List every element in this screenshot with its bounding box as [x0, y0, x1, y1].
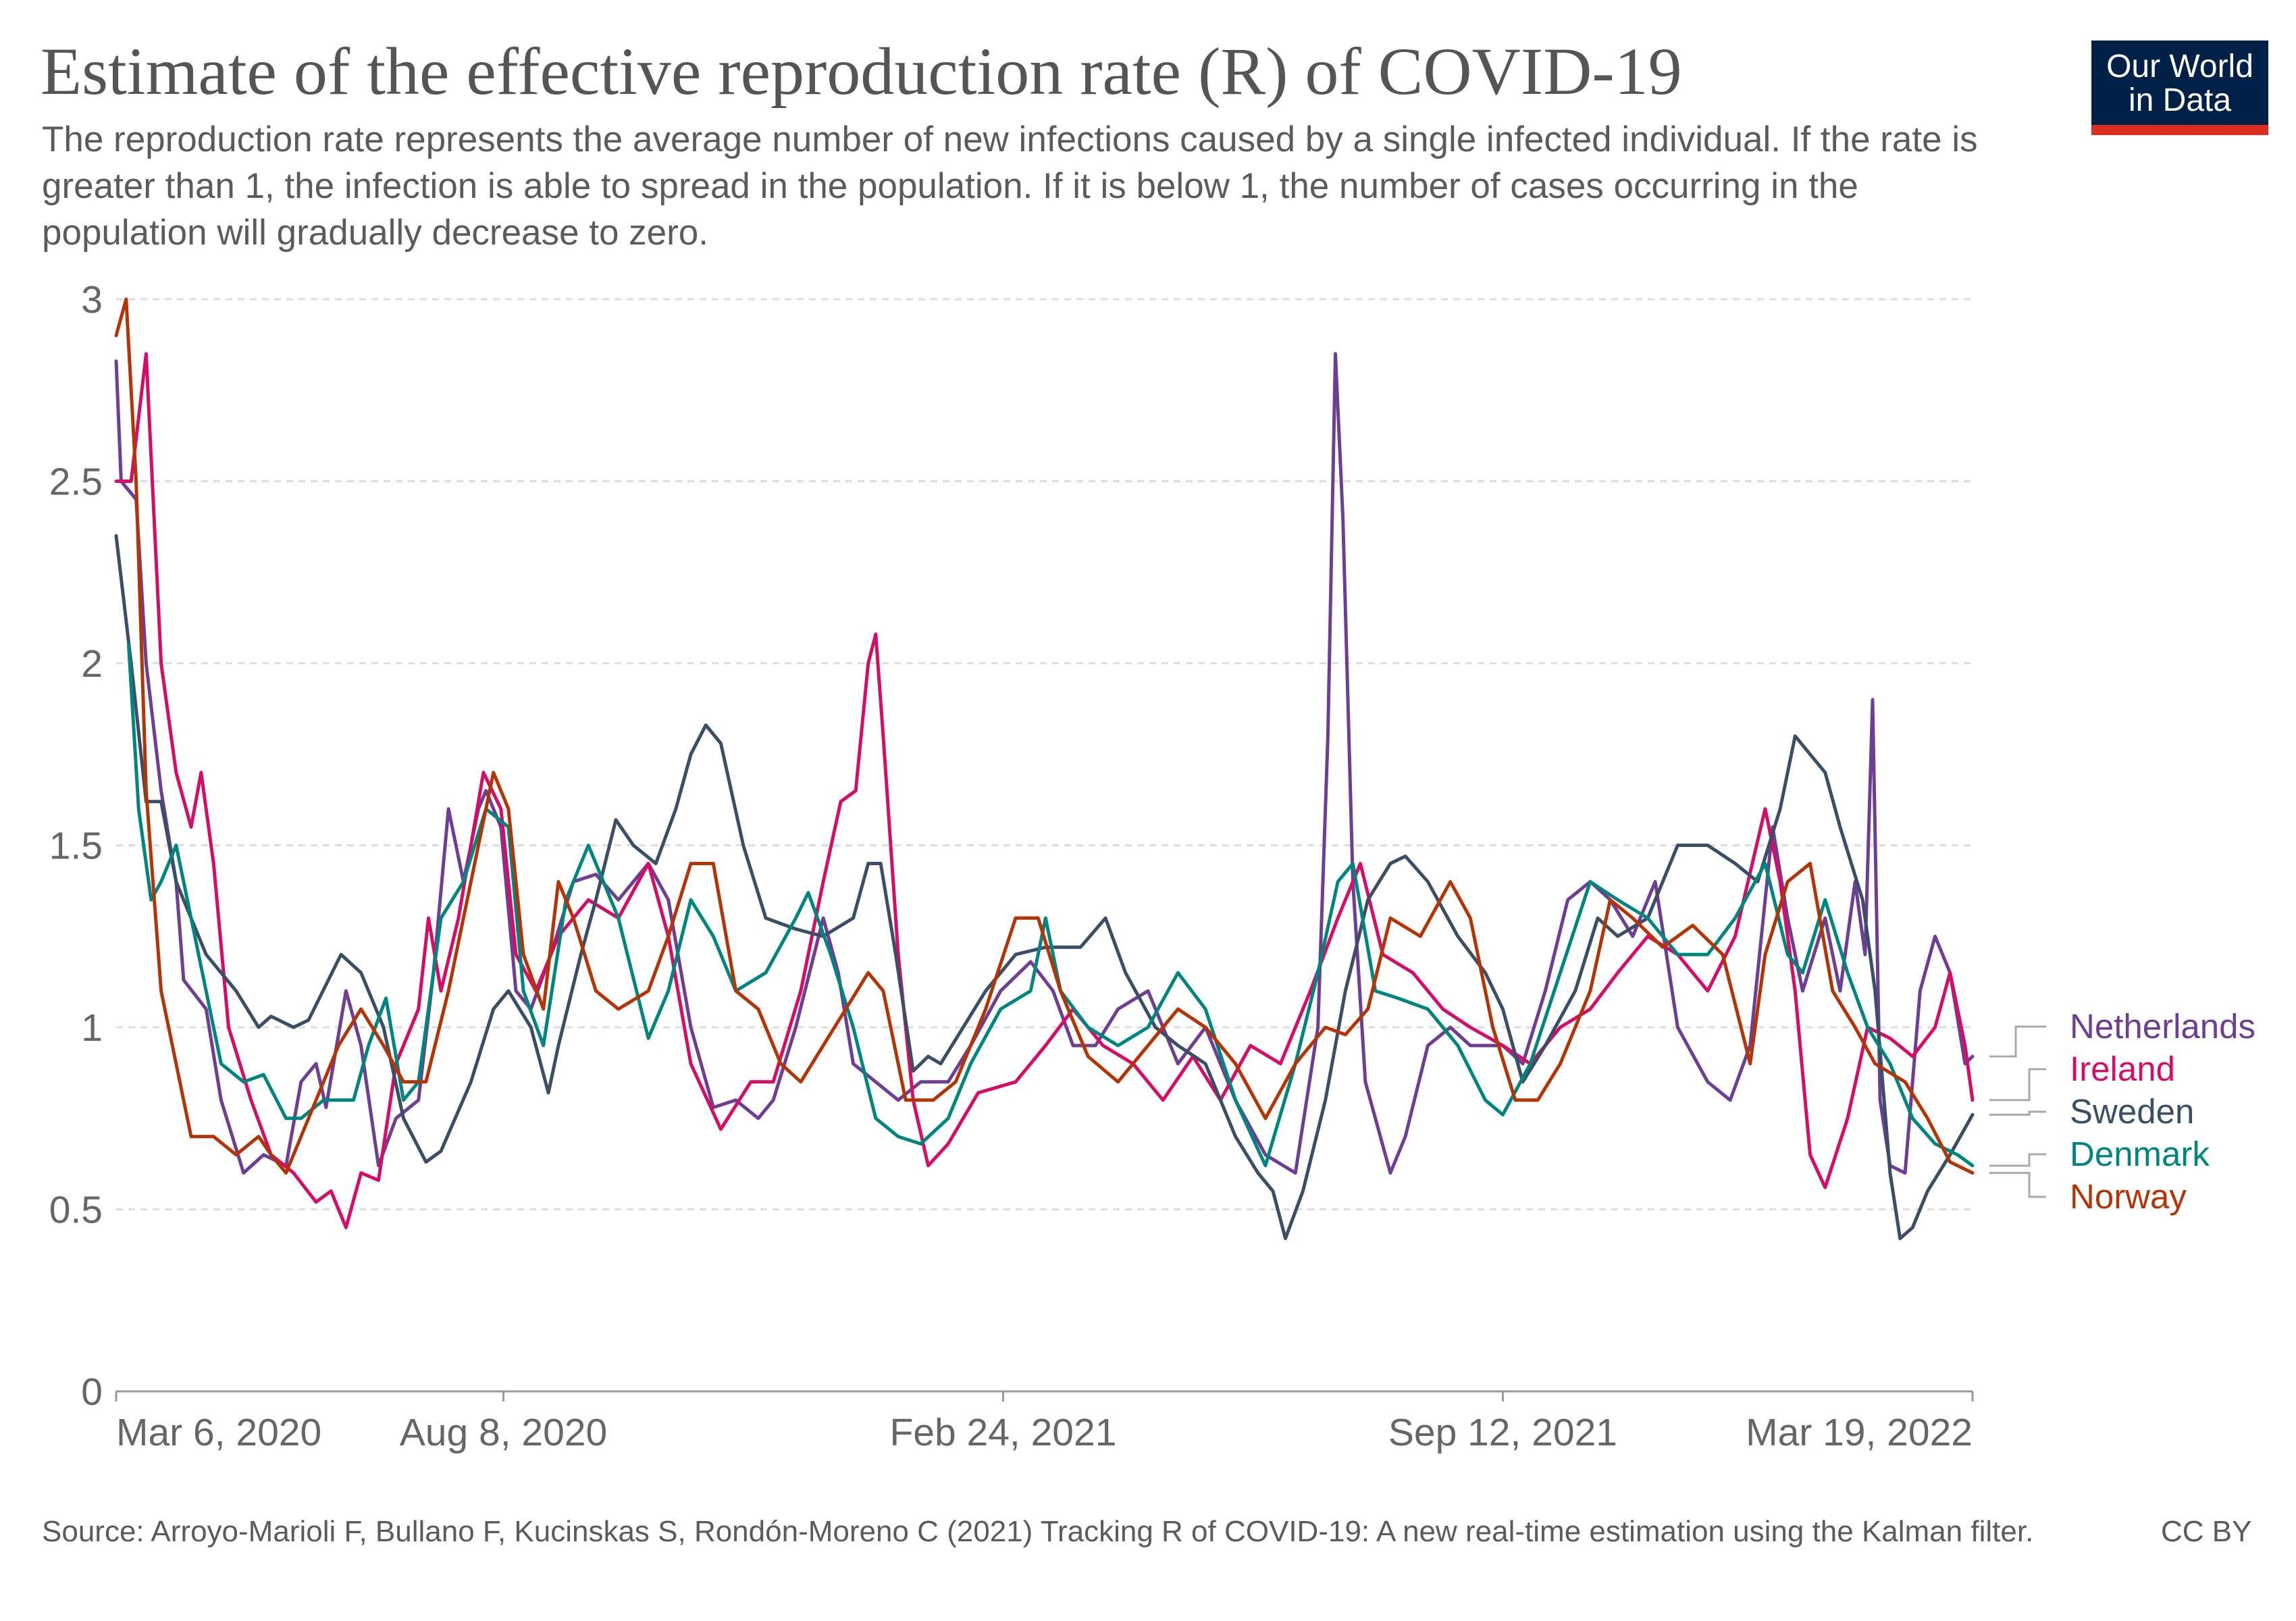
y-tick-label: 1 [81, 1006, 103, 1050]
series-line-norway [114, 297, 1975, 1175]
legend-label-norway: Norway [2070, 1177, 2187, 1216]
legend-connector [1989, 1172, 2046, 1198]
logo-red-bar [2091, 125, 2268, 135]
series-lines [114, 297, 1975, 1241]
source-note: Source: Arroyo-Marioli F, Bullano F, Kuc… [42, 1515, 2034, 1548]
y-tick-label: 0 [81, 1370, 103, 1414]
license-link[interactable]: CC BY [2161, 1515, 2252, 1548]
logo-line-1: Our World [2106, 49, 2253, 84]
legend-label-ireland: Ireland [2070, 1050, 2175, 1088]
owid-logo[interactable]: Our World in Data [2091, 41, 2268, 135]
legend-connector [1989, 1025, 2046, 1058]
y-tick-label: 3 [81, 278, 103, 321]
y-tick-label: 2 [81, 642, 103, 686]
x-tick-label: Mar 19, 2022 [1746, 1411, 1973, 1454]
x-tick-label: Mar 6, 2020 [116, 1411, 321, 1454]
y-tick-label: 0.5 [49, 1189, 103, 1232]
legend-label-netherlands: Netherlands [2070, 1007, 2255, 1046]
legend: Netherlands Ireland Sweden Denmark Norway [1989, 1007, 2255, 1216]
y-tick-label: 2.5 [49, 461, 103, 504]
chart-subtitle: The reproduction rate represents the ave… [42, 120, 1978, 253]
x-tick-label: Feb 24, 2021 [889, 1411, 1116, 1454]
y-tick-label: 1.5 [49, 825, 103, 868]
x-tick-label: Sep 12, 2021 [1388, 1411, 1617, 1454]
series-line-sweden [114, 534, 1975, 1241]
chart-title: Estimate of the effective reproduction r… [41, 34, 1682, 109]
legend-label-denmark: Denmark [2070, 1135, 2210, 1173]
series-line-netherlands [114, 352, 1975, 1175]
logo-line-2: in Data [2128, 82, 2232, 118]
legend-connector [1989, 1110, 2046, 1116]
series-line-ireland [114, 352, 1975, 1229]
series-line-denmark [127, 643, 1975, 1168]
y-axis-ticks: 0 0.5 1 1.5 2 2.5 3 [49, 278, 103, 1414]
x-tick-label: Aug 8, 2020 [400, 1411, 607, 1454]
gridlines [116, 298, 1973, 1210]
legend-connector [1989, 1068, 2046, 1102]
x-axis: Mar 6, 2020 Aug 8, 2020 Feb 24, 2021 Sep 12… [115, 1390, 1974, 1454]
legend-label-sweden: Sweden [2070, 1092, 2194, 1131]
legend-connector [1989, 1153, 2046, 1167]
